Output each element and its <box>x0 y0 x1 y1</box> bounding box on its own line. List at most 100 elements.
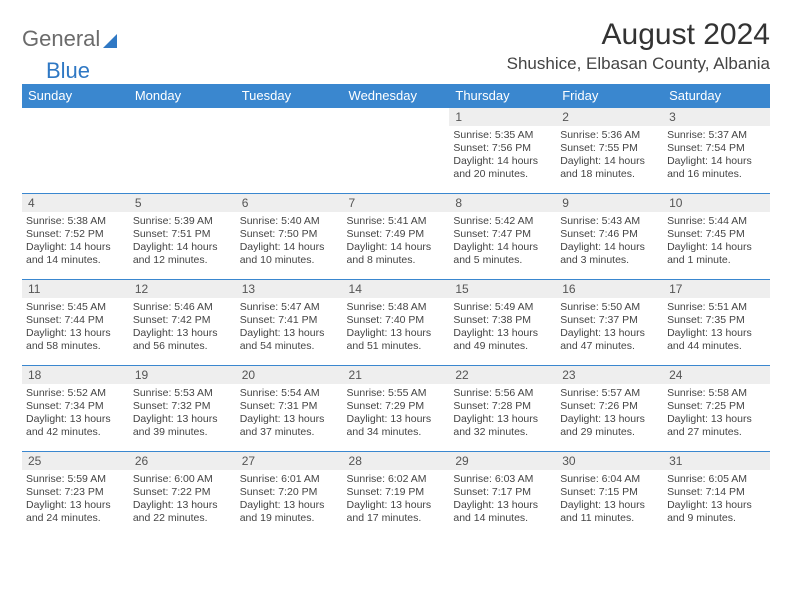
sunrise-value: 5:45 AM <box>67 301 106 313</box>
daylight-label: Daylight: <box>560 413 604 425</box>
daylight-label: Daylight: <box>667 499 711 511</box>
daylight-label: Daylight: <box>667 327 711 339</box>
sunrise-label: Sunrise: <box>560 473 601 485</box>
sunrise-label: Sunrise: <box>453 473 494 485</box>
sunset-label: Sunset: <box>560 142 599 154</box>
daylight-label: Daylight: <box>26 241 70 253</box>
sunrise-value: 5:54 AM <box>281 387 320 399</box>
day-cell: Sunrise: 5:37 AMSunset: 7:54 PMDaylight:… <box>663 126 770 194</box>
sunset-label: Sunset: <box>667 400 706 412</box>
day-number-cell <box>343 108 450 127</box>
sunset-value: 7:22 PM <box>171 486 210 498</box>
sunset-label: Sunset: <box>26 228 65 240</box>
sunset-label: Sunset: <box>667 314 706 326</box>
sunset-label: Sunset: <box>240 228 279 240</box>
day-cell: Sunrise: 5:44 AMSunset: 7:45 PMDaylight:… <box>663 212 770 280</box>
day-number-cell: 14 <box>343 280 450 299</box>
day-number-cell <box>129 108 236 127</box>
daylight-label: Daylight: <box>667 413 711 425</box>
sunset-value: 7:49 PM <box>385 228 424 240</box>
day-cell: Sunrise: 5:40 AMSunset: 7:50 PMDaylight:… <box>236 212 343 280</box>
sunset-value: 7:54 PM <box>706 142 745 154</box>
daynum-row: 123 <box>22 108 770 127</box>
sunset-value: 7:38 PM <box>492 314 531 326</box>
day-number-cell: 16 <box>556 280 663 299</box>
dayhdr-saturday: Saturday <box>663 84 770 108</box>
sunrise-label: Sunrise: <box>133 387 174 399</box>
sunrise-label: Sunrise: <box>26 215 67 227</box>
daylight-label: Daylight: <box>347 327 391 339</box>
daynum-row: 11121314151617 <box>22 280 770 299</box>
sunrise-value: 5:41 AM <box>388 215 427 227</box>
sunset-value: 7:50 PM <box>278 228 317 240</box>
sunrise-label: Sunrise: <box>240 301 281 313</box>
day-cell: Sunrise: 5:39 AMSunset: 7:51 PMDaylight:… <box>129 212 236 280</box>
sunset-value: 7:25 PM <box>706 400 745 412</box>
sunrise-label: Sunrise: <box>667 387 708 399</box>
day-cell: Sunrise: 5:45 AMSunset: 7:44 PMDaylight:… <box>22 298 129 366</box>
daylight-label: Daylight: <box>133 499 177 511</box>
sunrise-label: Sunrise: <box>26 301 67 313</box>
day-number-cell: 27 <box>236 452 343 471</box>
daylight-label: Daylight: <box>347 413 391 425</box>
sunrise-value: 6:04 AM <box>602 473 641 485</box>
day-cell: Sunrise: 5:43 AMSunset: 7:46 PMDaylight:… <box>556 212 663 280</box>
day-number-cell: 19 <box>129 366 236 385</box>
sunrise-value: 5:50 AM <box>602 301 641 313</box>
sunset-label: Sunset: <box>667 486 706 498</box>
sunrise-value: 6:00 AM <box>174 473 213 485</box>
day-number-cell: 8 <box>449 194 556 213</box>
day-number-cell: 26 <box>129 452 236 471</box>
day-cell: Sunrise: 5:35 AMSunset: 7:56 PMDaylight:… <box>449 126 556 194</box>
day-number-cell: 29 <box>449 452 556 471</box>
day-cell: Sunrise: 5:38 AMSunset: 7:52 PMDaylight:… <box>22 212 129 280</box>
week-row: Sunrise: 5:59 AMSunset: 7:23 PMDaylight:… <box>22 470 770 537</box>
day-number-cell: 18 <box>22 366 129 385</box>
sunset-value: 7:26 PM <box>599 400 638 412</box>
day-number-cell: 22 <box>449 366 556 385</box>
sunset-label: Sunset: <box>26 314 65 326</box>
logo-triangle-icon <box>103 34 117 48</box>
sunrise-value: 5:53 AM <box>174 387 213 399</box>
sunrise-value: 6:05 AM <box>709 473 748 485</box>
day-number-cell <box>22 108 129 127</box>
sunrise-value: 5:57 AM <box>602 387 641 399</box>
day-cell: Sunrise: 5:51 AMSunset: 7:35 PMDaylight:… <box>663 298 770 366</box>
day-cell: Sunrise: 5:48 AMSunset: 7:40 PMDaylight:… <box>343 298 450 366</box>
day-cell: Sunrise: 5:56 AMSunset: 7:28 PMDaylight:… <box>449 384 556 452</box>
sunset-value: 7:44 PM <box>65 314 104 326</box>
sunset-value: 7:55 PM <box>599 142 638 154</box>
sunset-value: 7:51 PM <box>171 228 210 240</box>
sunrise-label: Sunrise: <box>453 301 494 313</box>
sunset-value: 7:29 PM <box>385 400 424 412</box>
week-row: Sunrise: 5:38 AMSunset: 7:52 PMDaylight:… <box>22 212 770 280</box>
sunrise-value: 5:36 AM <box>602 129 641 141</box>
sunrise-label: Sunrise: <box>667 301 708 313</box>
sunrise-value: 5:42 AM <box>495 215 534 227</box>
day-number-cell: 6 <box>236 194 343 213</box>
sunrise-value: 5:52 AM <box>67 387 106 399</box>
daylight-label: Daylight: <box>26 499 70 511</box>
sunrise-value: 5:43 AM <box>602 215 641 227</box>
sunset-value: 7:34 PM <box>65 400 104 412</box>
sunset-value: 7:23 PM <box>65 486 104 498</box>
day-cell: Sunrise: 6:00 AMSunset: 7:22 PMDaylight:… <box>129 470 236 537</box>
sunrise-label: Sunrise: <box>347 215 388 227</box>
day-number-cell: 17 <box>663 280 770 299</box>
sunrise-value: 5:55 AM <box>388 387 427 399</box>
sunset-label: Sunset: <box>26 400 65 412</box>
sunset-label: Sunset: <box>560 314 599 326</box>
calendar-table: Sunday Monday Tuesday Wednesday Thursday… <box>22 84 770 537</box>
day-number-cell: 23 <box>556 366 663 385</box>
sunrise-value: 5:39 AM <box>174 215 213 227</box>
sunset-value: 7:14 PM <box>706 486 745 498</box>
sunset-label: Sunset: <box>560 486 599 498</box>
daylight-label: Daylight: <box>133 327 177 339</box>
sunset-label: Sunset: <box>667 142 706 154</box>
sunset-label: Sunset: <box>453 142 492 154</box>
sunrise-label: Sunrise: <box>347 473 388 485</box>
sunrise-value: 6:03 AM <box>495 473 534 485</box>
day-cell: Sunrise: 6:04 AMSunset: 7:15 PMDaylight:… <box>556 470 663 537</box>
sunset-label: Sunset: <box>560 228 599 240</box>
day-number-cell: 13 <box>236 280 343 299</box>
